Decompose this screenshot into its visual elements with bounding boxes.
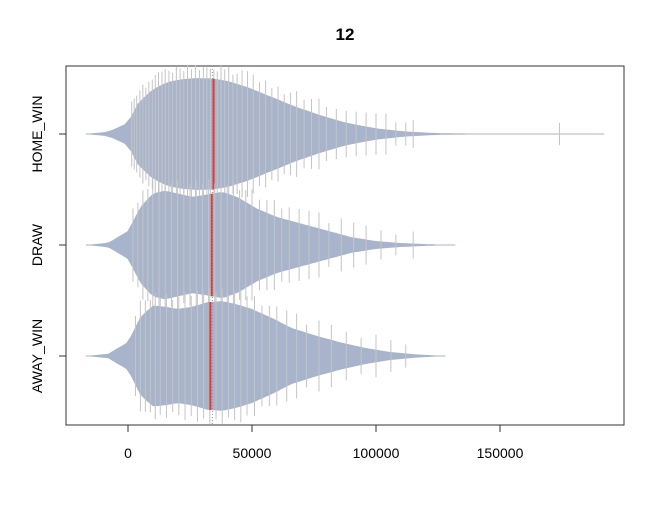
x-axis: 0 50000 100000 150000	[124, 425, 524, 461]
bean-shape-draw	[85, 190, 456, 300]
bean-shape-home-win	[85, 78, 605, 190]
x-tick-label: 150000	[477, 445, 524, 461]
y-tick-label-draw: DRAW	[29, 223, 45, 266]
chart-title: 12	[336, 25, 355, 44]
bean-observations-draw	[132, 176, 414, 314]
x-tick-label: 0	[124, 445, 132, 461]
x-tick-label: 100000	[353, 445, 400, 461]
bean-shape-away-win	[85, 301, 446, 411]
y-tick-label-home-win: HOME_WIN	[29, 96, 45, 173]
y-axis: HOME_WIN DRAW AWAY_WIN	[29, 96, 66, 393]
x-tick-label: 50000	[233, 445, 272, 461]
bean-observations-away-win	[134, 288, 407, 424]
bean-observations-home-win	[131, 64, 561, 204]
y-tick-label-away-win: AWAY_WIN	[29, 319, 45, 393]
beans-layer	[85, 64, 605, 424]
